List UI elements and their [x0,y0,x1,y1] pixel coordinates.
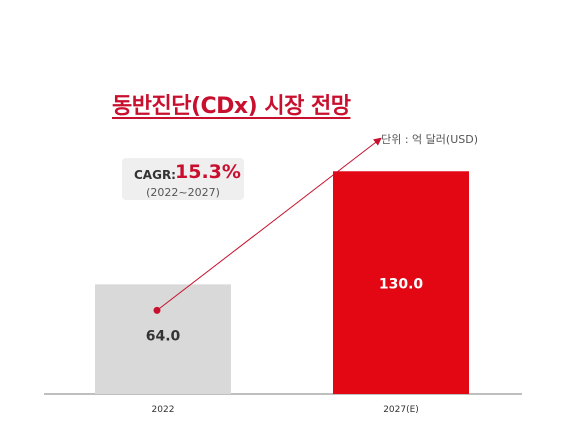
unit-note: 단위 : 억 달러(USD) [381,133,478,146]
chart-title: 동반진단(CDx) 시장 전망 [112,94,351,119]
data-label-0: 64.0 [146,328,181,344]
data-label-1: 130.0 [379,277,424,293]
bar-1 [333,171,469,394]
bar-0 [95,284,231,394]
cagr-callout: CAGR: 15.3% (2022~2027) [122,158,244,200]
growth-arrow [156,137,382,311]
x-tick-label-1: 2027(E) [383,405,419,415]
cagr-label: CAGR: [134,168,176,182]
x-tick-label-0: 2022 [152,405,175,415]
cagr-period: (2022~2027) [146,186,220,199]
cagr-value: 15.3% [175,161,241,183]
